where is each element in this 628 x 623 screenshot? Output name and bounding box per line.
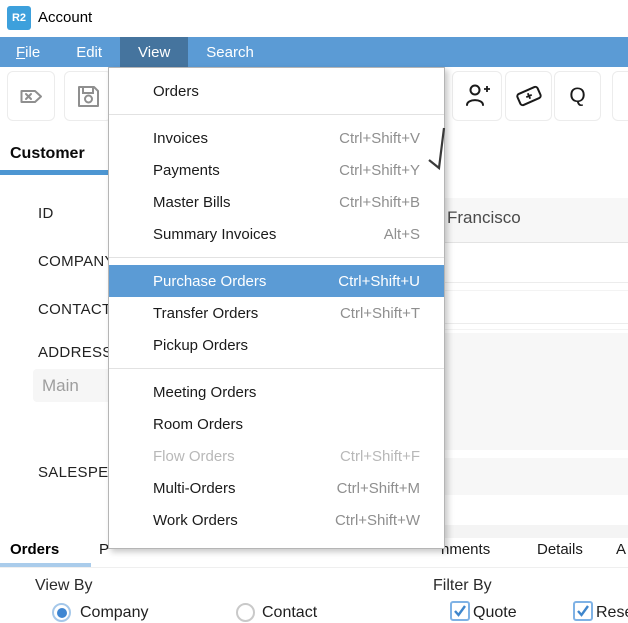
quote-button[interactable]: Q [554,71,601,121]
address-type-label: Main [42,376,79,395]
check-fragment-icon [428,126,446,177]
menu-item-invoices[interactable]: Invoices Ctrl+Shift+V [153,129,420,147]
partial-toolbar-button[interactable] [612,71,628,121]
menubar-item-search[interactable]: Search [206,43,254,61]
menu-bar: File Edit View Search [0,37,628,67]
app-logo-icon: R2 [7,6,31,30]
checkbox-rese-label: Rese [596,604,628,621]
menubar-item-file[interactable]: File [16,43,41,61]
tab-orders[interactable]: Orders [10,541,60,558]
menu-item-flow-orders: Flow Orders Ctrl+Shift+F [153,447,420,465]
tab-partial-p[interactable]: P [99,541,110,558]
company-label: COMPANY [38,253,115,270]
radio-contact-label: Contact [262,604,318,621]
tab-details[interactable]: Details [537,541,583,558]
add-person-icon [466,84,490,106]
window-title: Account [38,9,93,26]
menu-item-room-orders[interactable]: Room Orders [153,415,244,433]
menu-item-master-bills[interactable]: Master Bills Ctrl+Shift+B [153,193,420,211]
menu-item-transfer-orders[interactable]: Transfer Orders Ctrl+Shift+T [153,304,420,322]
checkmark-icon [577,605,589,617]
save-icon [77,85,99,107]
add-customer-button[interactable] [452,71,502,121]
menu-separator [109,368,444,369]
orders-tab-underline [0,563,91,567]
radio-company-label: Company [80,604,149,621]
tab-partial-a[interactable]: A [616,541,627,558]
menubar-item-edit[interactable]: Edit [76,43,103,61]
menu-item-multi-orders[interactable]: Multi-Orders Ctrl+Shift+M [153,479,420,497]
checkmark-icon [454,605,466,617]
address-label: ADDRESS [38,344,113,361]
menu-item-pickup-orders[interactable]: Pickup Orders [153,336,249,354]
quote-icon: Q [569,84,586,107]
checkbox-quote[interactable] [450,601,470,621]
ticket-plus-icon [515,85,542,107]
menubar-item-view[interactable]: View [120,37,189,67]
menu-separator [109,257,444,258]
save-button[interactable] [64,71,112,121]
checkbox-quote-label: Quote [473,604,517,621]
radio-company[interactable] [52,603,71,622]
view-dropdown-menu: Orders Invoices Ctrl+Shift+V Payments Ctrl… [108,67,445,549]
active-tab-underline [0,170,125,175]
title-bar: R2 Account [0,0,628,37]
menu-item-payments[interactable]: Payments Ctrl+Shift+Y [153,161,420,179]
id-field-value: Francisco [447,208,521,227]
id-label: ID [38,205,54,222]
view-by-label: View By [35,577,93,594]
checkbox-rese[interactable] [573,601,593,621]
radio-contact[interactable] [236,603,255,622]
menu-item-meeting-orders[interactable]: Meeting Orders [153,383,257,401]
add-ticket-button[interactable] [505,71,552,121]
filter-by-label: Filter By [433,577,492,594]
menu-item-purchase-orders[interactable]: Purchase Orders Ctrl+Shift+U [109,265,444,297]
app-logo-text: R2 [11,12,27,24]
tab-customer[interactable]: Customer [10,145,85,162]
panel-footer-strip [440,525,628,538]
tabs-divider [0,567,628,568]
tab-partial-ments[interactable]: hments [441,541,491,558]
menu-item-orders[interactable]: Orders [153,82,199,100]
menu-item-summary-invoices[interactable]: Summary Invoices Alt+S [153,225,420,243]
menu-item-work-orders[interactable]: Work Orders Ctrl+Shift+W [153,511,420,529]
menu-separator [109,114,444,115]
cancel-tag-button[interactable] [7,71,55,121]
tag-x-icon [20,89,42,103]
contact-label: CONTACT [38,301,112,318]
